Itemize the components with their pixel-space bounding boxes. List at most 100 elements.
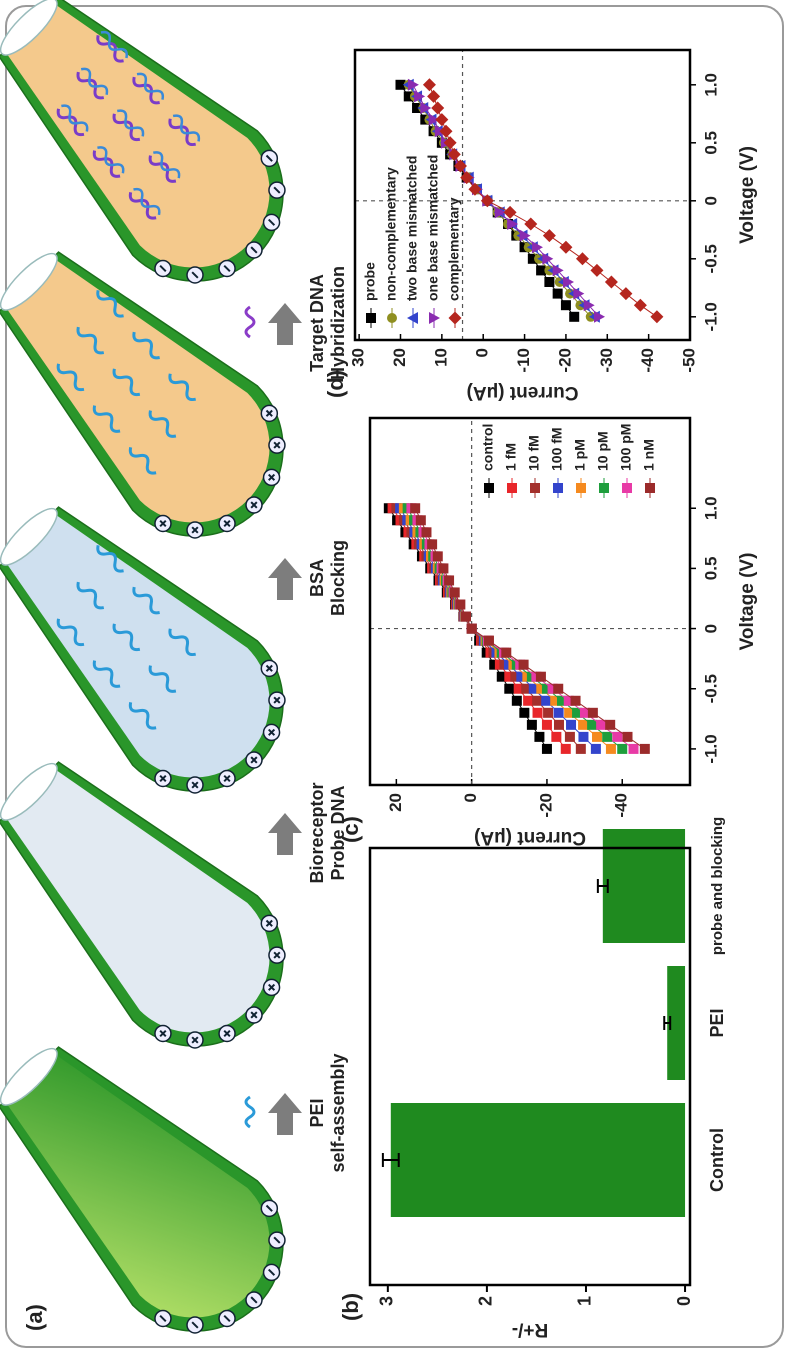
- x-tick-label: 0.5: [701, 131, 720, 155]
- charge-sign: [250, 1011, 258, 1019]
- charge-sign: [191, 1321, 199, 1329]
- legend-label: 1 pM: [572, 439, 588, 471]
- step-label: Blocking: [328, 540, 348, 616]
- marker: [542, 252, 554, 265]
- tube-inner: [4, 1052, 270, 1318]
- charge-sign: [273, 1236, 281, 1244]
- step-label: PEI: [307, 1098, 327, 1127]
- charge-sign: [159, 1314, 167, 1323]
- charge-sign: [159, 264, 167, 273]
- dna: [92, 660, 121, 688]
- marker: [443, 136, 457, 150]
- step-label: Probe DNA: [328, 785, 348, 880]
- dna: [128, 191, 157, 220]
- marker: [511, 695, 522, 706]
- legend-label: complementary: [446, 197, 462, 301]
- marker: [619, 287, 633, 301]
- marker: [553, 707, 564, 718]
- charge-sign: [268, 218, 276, 226]
- legend-marker: [576, 483, 586, 493]
- marker: [395, 79, 406, 90]
- legend-label: probe: [362, 262, 378, 301]
- panel-label: (d): [323, 370, 348, 398]
- frame: [5, 5, 784, 1348]
- y-tick-label: -20: [536, 793, 555, 818]
- marker: [526, 719, 537, 730]
- charge-sign: [273, 696, 281, 704]
- dna: [76, 581, 105, 610]
- charge-sign: [268, 983, 276, 991]
- marker: [494, 206, 506, 219]
- marker: [444, 575, 455, 586]
- marker: [602, 731, 613, 742]
- marker: [575, 252, 589, 266]
- marker: [420, 102, 432, 114]
- dna: [112, 623, 141, 652]
- y-tick-label: 2: [476, 1296, 496, 1306]
- marker: [455, 599, 466, 610]
- legend-label: 1 nM: [641, 439, 657, 471]
- x-tick-label: PEI: [707, 1008, 727, 1037]
- x-tick-label: probe and blocking: [709, 817, 726, 955]
- marker: [496, 671, 507, 682]
- marker: [421, 527, 432, 538]
- dna: [92, 150, 121, 178]
- marker: [447, 147, 461, 161]
- y-tick-label: -10: [514, 348, 533, 373]
- marker: [587, 707, 598, 718]
- marker: [552, 288, 563, 299]
- marker: [564, 731, 575, 742]
- marker: [605, 719, 616, 730]
- y-tick-label: 20: [390, 348, 409, 367]
- dna: [148, 155, 177, 183]
- y-tick-label: -30: [597, 348, 616, 373]
- tube-opening: [0, 0, 58, 56]
- y-tick-label: -50: [679, 348, 698, 373]
- marker: [518, 659, 529, 670]
- step-label: Target DNA: [307, 274, 327, 372]
- charge-sign: [159, 519, 167, 528]
- marker: [552, 264, 564, 277]
- marker: [414, 90, 426, 103]
- dna: [116, 109, 145, 137]
- legend-marker: [622, 483, 632, 493]
- plot-frame: [368, 416, 692, 787]
- legend-marker: [448, 311, 462, 325]
- dna: [136, 72, 165, 100]
- legend-marker: [387, 313, 397, 323]
- panel-label: (c): [338, 816, 363, 843]
- charge-sign: [223, 774, 231, 783]
- marker: [410, 503, 421, 514]
- step-label: BSA: [307, 559, 327, 597]
- marker: [532, 707, 543, 718]
- marker: [594, 310, 606, 323]
- error-bar: [381, 1153, 400, 1167]
- dna: [132, 76, 160, 105]
- charge-sign: [191, 1036, 199, 1044]
- marker: [579, 707, 590, 718]
- marker: [519, 707, 530, 718]
- x-tick-label: 0: [701, 624, 720, 633]
- arrow: [268, 558, 302, 600]
- marker: [536, 265, 547, 276]
- marker: [427, 539, 438, 550]
- marker: [566, 719, 577, 730]
- charge-sign: [265, 664, 273, 672]
- y-axis-title: Current (μA): [474, 827, 586, 848]
- legend-marker: [407, 312, 418, 324]
- marker: [564, 707, 575, 718]
- legend-label: control: [480, 424, 496, 471]
- marker: [572, 707, 583, 718]
- marker: [587, 719, 598, 730]
- bar: [667, 966, 686, 1080]
- marker: [622, 731, 633, 742]
- tube-opening: [0, 252, 58, 311]
- tube: [0, 0, 286, 284]
- charge-sign: [223, 1314, 231, 1323]
- charge-sign: [191, 271, 199, 279]
- arrow: [268, 303, 302, 345]
- marker: [541, 719, 552, 730]
- marker: [583, 299, 595, 312]
- tube: [0, 761, 286, 1049]
